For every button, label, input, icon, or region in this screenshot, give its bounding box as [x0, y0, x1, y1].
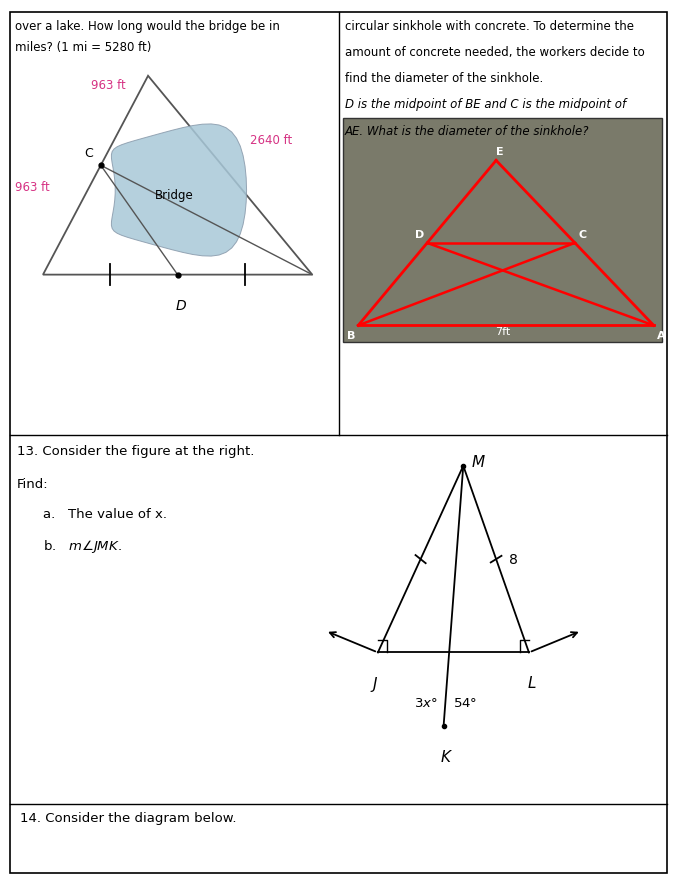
Text: $3x°$: $3x°$	[414, 696, 437, 709]
Text: 14. Consider the diagram below.: 14. Consider the diagram below.	[20, 812, 236, 824]
Text: C: C	[578, 229, 586, 239]
Text: C: C	[84, 147, 93, 159]
Text: 963 ft: 963 ft	[91, 80, 126, 92]
Text: AE. What is the diameter of the sinkhole?: AE. What is the diameter of the sinkhole…	[345, 124, 590, 137]
Text: Find:: Find:	[17, 477, 48, 490]
Text: miles? (1 mi = 5280 ft): miles? (1 mi = 5280 ft)	[15, 41, 152, 54]
Text: B: B	[347, 330, 355, 340]
Text: 8: 8	[509, 553, 518, 566]
Bar	[343, 119, 662, 343]
Text: D is the midpoint of BE and C is the midpoint of: D is the midpoint of BE and C is the mid…	[345, 98, 626, 112]
Text: circular sinkhole with concrete. To determine the: circular sinkhole with concrete. To dete…	[345, 19, 634, 33]
Text: amount of concrete needed, the workers decide to: amount of concrete needed, the workers d…	[345, 46, 645, 58]
Text: $L$: $L$	[527, 674, 537, 690]
Text: Bridge: Bridge	[155, 189, 194, 201]
Text: b.   $m\angle JMK$.: b. $m\angle JMK$.	[43, 538, 122, 555]
Text: 963 ft: 963 ft	[15, 181, 49, 194]
Text: $54°$: $54°$	[453, 696, 477, 709]
Text: $M$: $M$	[471, 454, 486, 470]
Text: a.   The value of x.: a. The value of x.	[43, 508, 167, 520]
Text: 13. Consider the figure at the right.: 13. Consider the figure at the right.	[17, 445, 254, 457]
Polygon shape	[112, 125, 246, 257]
Text: D: D	[414, 229, 424, 239]
Text: $K$: $K$	[440, 748, 454, 764]
Text: $D$: $D$	[175, 299, 187, 313]
Text: find the diameter of the sinkhole.: find the diameter of the sinkhole.	[345, 72, 544, 85]
Text: over a lake. How long would the bridge be in: over a lake. How long would the bridge b…	[15, 19, 280, 33]
Text: E: E	[496, 147, 503, 157]
Text: $J$: $J$	[370, 674, 379, 694]
Text: A: A	[657, 330, 665, 340]
Text: 7ft: 7ft	[495, 327, 510, 337]
Text: 2640 ft: 2640 ft	[250, 135, 292, 147]
